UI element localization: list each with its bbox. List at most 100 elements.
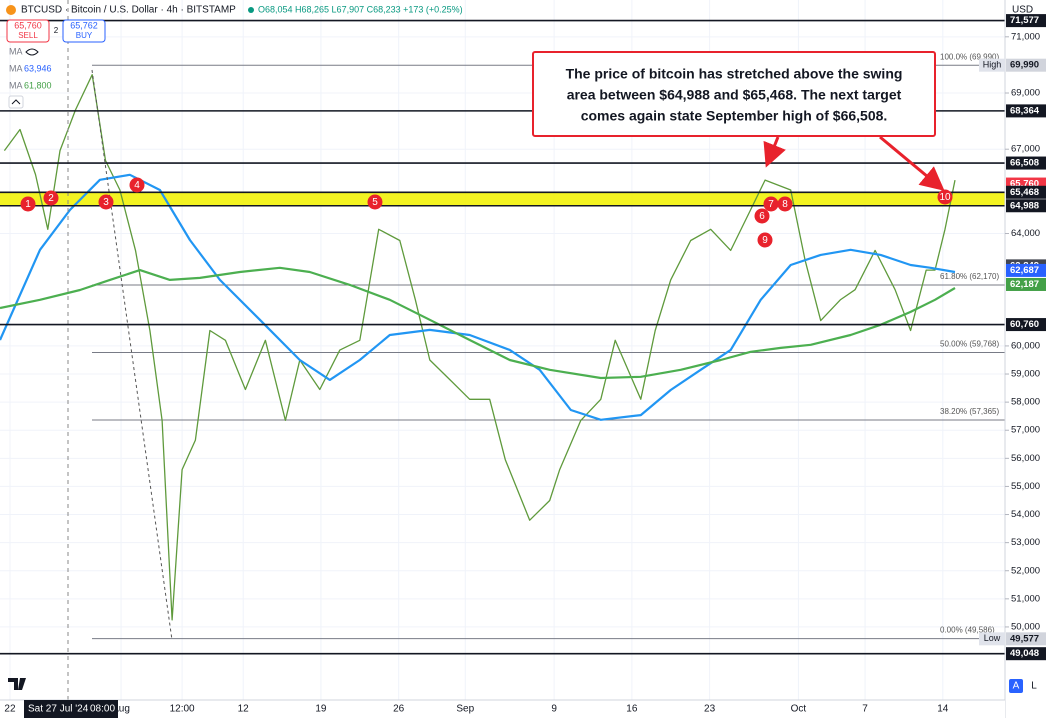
- marker: [777, 196, 793, 212]
- price-tag: [1006, 185, 1046, 199]
- x-tick-label: Sep: [456, 704, 474, 715]
- price-tag-note-box: [979, 632, 1005, 646]
- marker-label: 6: [759, 211, 765, 222]
- price-tag-label: 49,048: [1010, 648, 1039, 659]
- moving-average: [0, 173, 956, 421]
- price-tag-label: 66,508: [1010, 158, 1039, 169]
- marker-label: 2: [48, 193, 54, 204]
- price-tag: [1006, 14, 1046, 28]
- y-tick-label: 69,000: [1011, 88, 1040, 99]
- legend-value: 63,946: [24, 63, 52, 73]
- annotation-text: area between $64,988 and $65,468. The ne…: [567, 87, 902, 103]
- crosshair-label: [24, 700, 118, 718]
- x-tick-label: 23: [704, 704, 716, 715]
- price-tag-note: High: [983, 60, 1002, 70]
- axes: 22 Aug 12:00 12 19 26 Sep 9 16 23 Oct 7 1471,00069,0…: [4, 14, 1046, 715]
- symbol-icon: [6, 5, 16, 15]
- marker-label: 8: [782, 199, 788, 210]
- legend-name: MA: [9, 63, 23, 73]
- price-tag-label: 69,990: [1010, 60, 1039, 71]
- x-tick-label: 9: [551, 704, 557, 715]
- y-tick-label: 60,000: [1011, 340, 1040, 351]
- x-tick-label: 7: [862, 704, 868, 715]
- y-tick-label: 64,000: [1011, 228, 1040, 239]
- arrow: [763, 136, 786, 168]
- legend-name: MA: [9, 80, 23, 90]
- y-tick-label: 67,000: [1011, 144, 1040, 155]
- marker-label: 3: [103, 197, 109, 208]
- annotation-text: comes again state September high of $66,…: [581, 108, 888, 124]
- y-tick-label: 57,000: [1011, 425, 1040, 436]
- y-tick-label: 51,000: [1011, 593, 1040, 604]
- price-tag: [1006, 632, 1046, 646]
- eye-icon: [25, 48, 39, 56]
- price-tag: [1006, 277, 1046, 291]
- y-tick-label: 53,000: [1011, 537, 1040, 548]
- x-tick-label: Oct: [791, 704, 807, 715]
- buy-label[interactable]: BUY: [76, 31, 93, 40]
- x-axis-area: [0, 700, 1005, 718]
- x-tick-label: 12:00: [170, 704, 195, 715]
- fib-trendline: [91, 69, 173, 641]
- spread: 2: [54, 26, 59, 35]
- price-tag: [1006, 318, 1046, 332]
- y-tick-label: 56,000: [1011, 453, 1040, 464]
- currency: USD: [1012, 5, 1033, 16]
- buy-price[interactable]: 65,762: [70, 20, 98, 30]
- marker-label: 9: [762, 235, 768, 246]
- price-tag: [1006, 199, 1046, 213]
- logo: [8, 678, 26, 690]
- marker: [367, 194, 383, 210]
- auto-label[interactable]: A: [1013, 681, 1020, 692]
- price-tag: [1006, 263, 1046, 277]
- marker-label: 7: [768, 199, 774, 210]
- y-tick-label: 50,000: [1011, 621, 1040, 632]
- y-axis-area: [1005, 0, 1046, 718]
- price-tag-label: 62,187: [1010, 279, 1039, 290]
- fib-label: 61.80% (62,170): [940, 272, 999, 281]
- y-tick-label: 58,000: [1011, 397, 1040, 408]
- marker: [43, 190, 59, 206]
- price-tag-label: 49,577: [1010, 633, 1039, 644]
- legend-value: 61,800: [24, 80, 52, 90]
- x-tick-label: 22: [4, 704, 16, 715]
- y-tick-label: 52,000: [1011, 565, 1040, 576]
- price-tag-label: 65,468: [1010, 187, 1039, 198]
- x-tick-label: 26: [393, 704, 405, 715]
- price-tag-label: 65,760: [1010, 179, 1039, 190]
- price-tag-label: 60,760: [1010, 319, 1039, 330]
- y-tick-label: 54,000: [1011, 509, 1040, 520]
- y-tick-label: 59,000: [1011, 369, 1040, 380]
- sell-label[interactable]: SELL: [18, 31, 38, 40]
- x-tick-label: Aug: [112, 704, 130, 715]
- price-tag-label: 71,577: [1010, 15, 1039, 26]
- marker: [98, 194, 114, 210]
- marker-label: 4: [134, 180, 140, 191]
- marker-label: 1: [25, 199, 31, 210]
- fib-label: 50.00% (59,768): [940, 340, 999, 349]
- status-dot: [248, 7, 254, 13]
- auto-button[interactable]: [1009, 679, 1023, 693]
- ohlc: O68,054 H68,265 L67,907 C68,233 +173 (+0…: [258, 4, 463, 14]
- price-tag: [1006, 156, 1046, 170]
- price-tag: [1006, 647, 1046, 661]
- arrow: [879, 135, 945, 191]
- buy-button[interactable]: [62, 19, 106, 43]
- crosshair-time: 08:00: [90, 704, 115, 715]
- y-tick-label: 55,000: [1011, 481, 1040, 492]
- collapse-button[interactable]: [8, 95, 24, 109]
- marker-label: 10: [939, 192, 951, 203]
- marker: [129, 177, 145, 193]
- price-tag-note: Low: [984, 633, 1001, 643]
- sell-button[interactable]: [6, 19, 50, 43]
- fib-label: 100.0% (69,990): [940, 52, 999, 61]
- symbol: BTCUSD · Bitcoin / U.S. Dollar · 4h · BI…: [21, 5, 236, 16]
- x-tick-label: 14: [937, 704, 949, 715]
- sell-price[interactable]: 65,760: [14, 20, 42, 30]
- log-label[interactable]: L: [1031, 681, 1037, 692]
- moving-average: [0, 266, 956, 380]
- annotation-box: [532, 51, 936, 137]
- marker-label: 5: [372, 197, 378, 208]
